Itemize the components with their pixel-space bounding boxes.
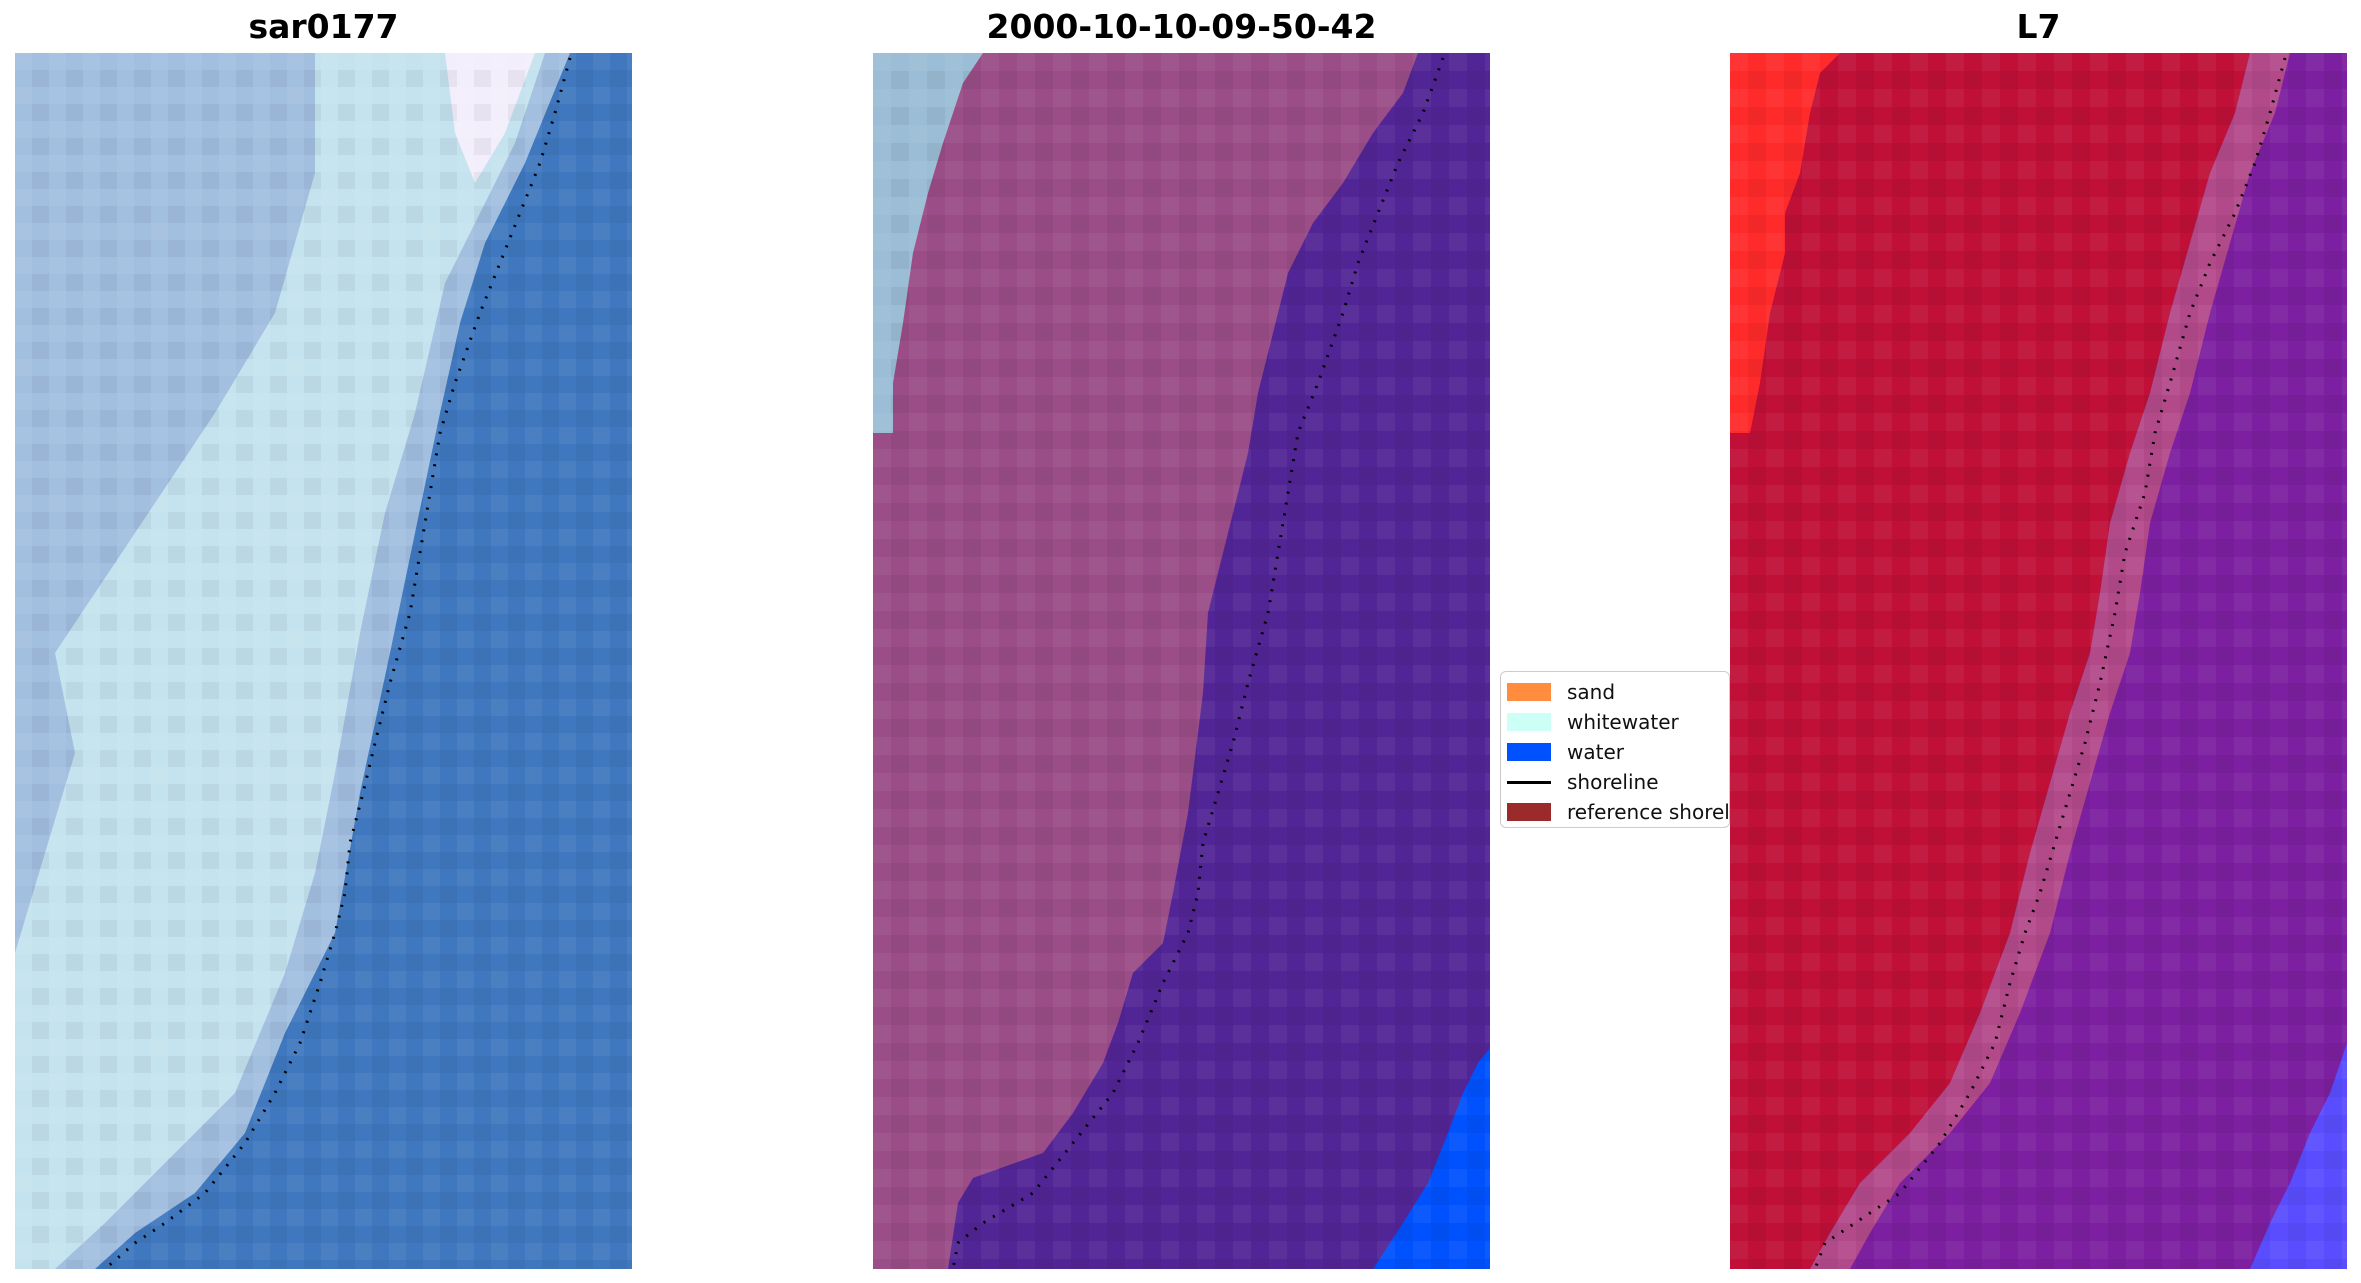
legend-label-shoreline: shoreline <box>1567 770 1659 794</box>
rgb-image-panel <box>15 53 632 1269</box>
legend-item-reference-shoreline: reference shoreline <box>1507 798 1730 826</box>
shoreline-line-swatch <box>1507 780 1551 784</box>
mndwi-image-panel <box>1730 53 2347 1269</box>
panel-title-classified: 2000-10-10-09-50-42 <box>986 7 1377 46</box>
water-swatch <box>1507 743 1551 761</box>
sand-swatch <box>1507 683 1551 701</box>
classified-image-panel <box>873 53 1490 1269</box>
mndwi-shoreline <box>1813 57 2287 1269</box>
legend-item-whitewater: whitewater <box>1507 708 1679 736</box>
legend-item-shoreline: shoreline <box>1507 768 1659 796</box>
panel-title-rgb: sar0177 <box>248 7 399 46</box>
reference-shoreline-swatch <box>1507 803 1551 821</box>
legend-item-water: water <box>1507 738 1624 766</box>
legend-label-whitewater: whitewater <box>1567 710 1679 734</box>
panel-title-mndwi: L7 <box>2016 7 2061 46</box>
legend: sand whitewater water shoreline referenc… <box>1500 671 1730 828</box>
legend-label-reference-shoreline: reference shoreline <box>1567 800 1730 824</box>
legend-item-sand: sand <box>1507 678 1615 706</box>
legend-label-water: water <box>1567 740 1624 764</box>
legend-label-sand: sand <box>1567 680 1616 704</box>
class-shoreline <box>951 57 1445 1269</box>
whitewater-swatch <box>1507 713 1551 731</box>
